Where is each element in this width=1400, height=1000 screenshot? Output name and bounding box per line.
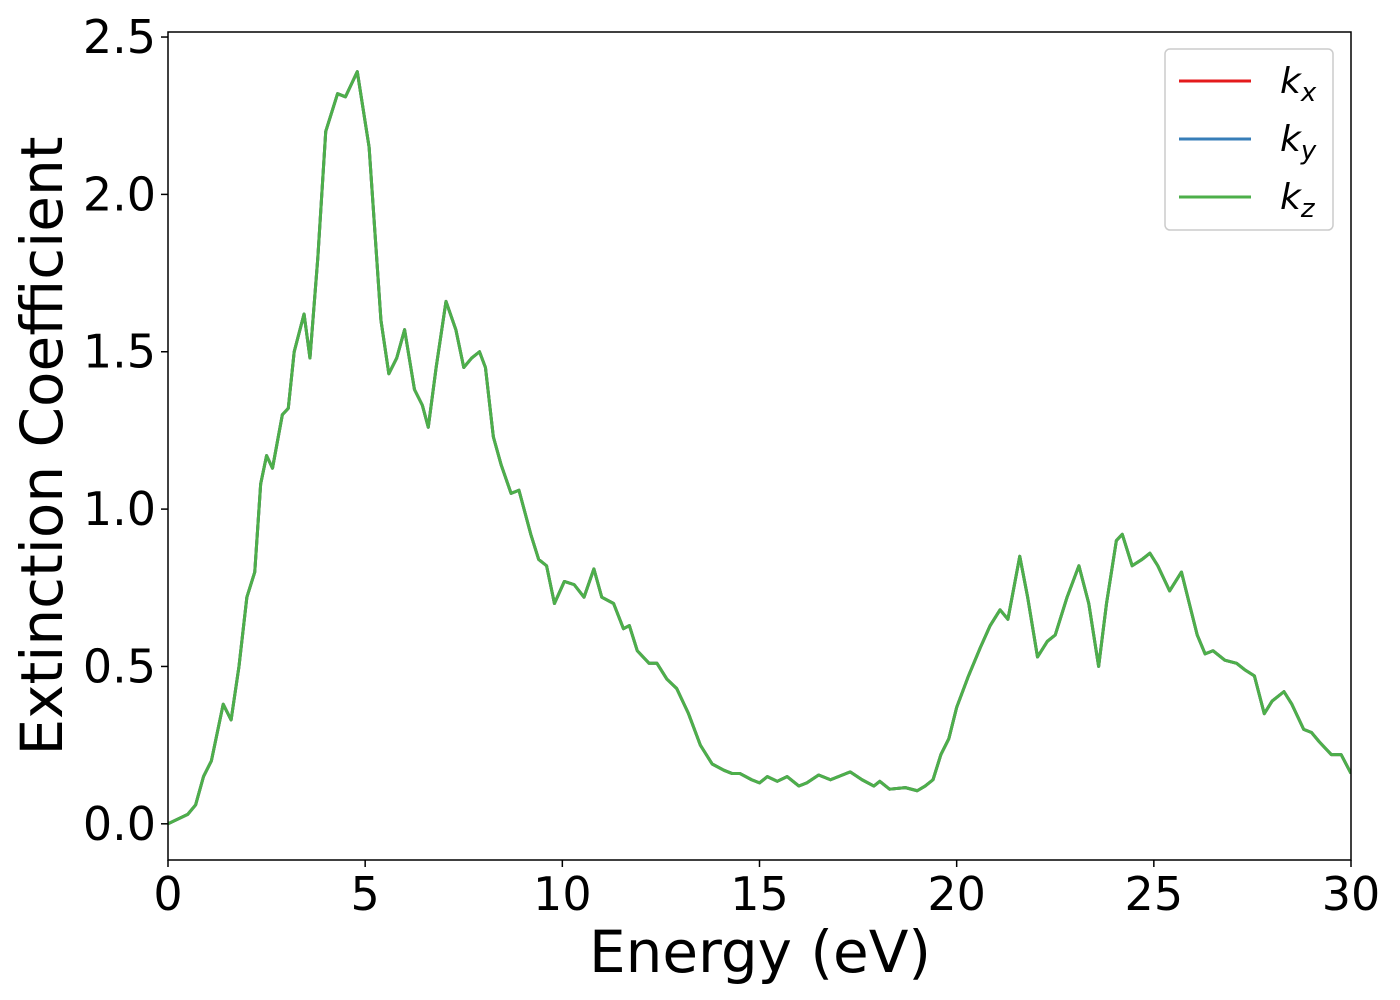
y-tick-label: 0.0 [83, 797, 156, 851]
y-tick-label: 0.5 [83, 639, 156, 693]
x-tick-label: 0 [153, 867, 182, 921]
x-axis-label: Energy (eV) [589, 918, 931, 986]
y-tick-label: 2.5 [83, 10, 156, 64]
legend-label: kz [1280, 177, 1316, 224]
x-tick-label: 10 [533, 867, 592, 921]
legend-label: ky [1280, 119, 1317, 166]
x-tick-label: 5 [351, 867, 380, 921]
y-tick-label: 2.0 [83, 167, 156, 221]
y-axis-label: Extinction Coefficient [8, 137, 76, 756]
x-tick-label: 20 [927, 867, 986, 921]
x-tick-label: 25 [1125, 867, 1184, 921]
x-tick-label: 30 [1322, 867, 1381, 921]
x-tick-label: 15 [730, 867, 789, 921]
legend-label: kx [1280, 61, 1317, 108]
plot-frame [167, 31, 1352, 861]
y-tick-label: 1.0 [83, 482, 156, 536]
y-tick-label: 1.5 [83, 325, 156, 379]
data-line [168, 70, 1351, 826]
